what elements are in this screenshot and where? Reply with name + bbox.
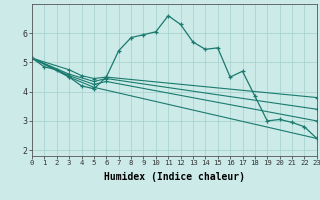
X-axis label: Humidex (Indice chaleur): Humidex (Indice chaleur): [104, 172, 245, 182]
